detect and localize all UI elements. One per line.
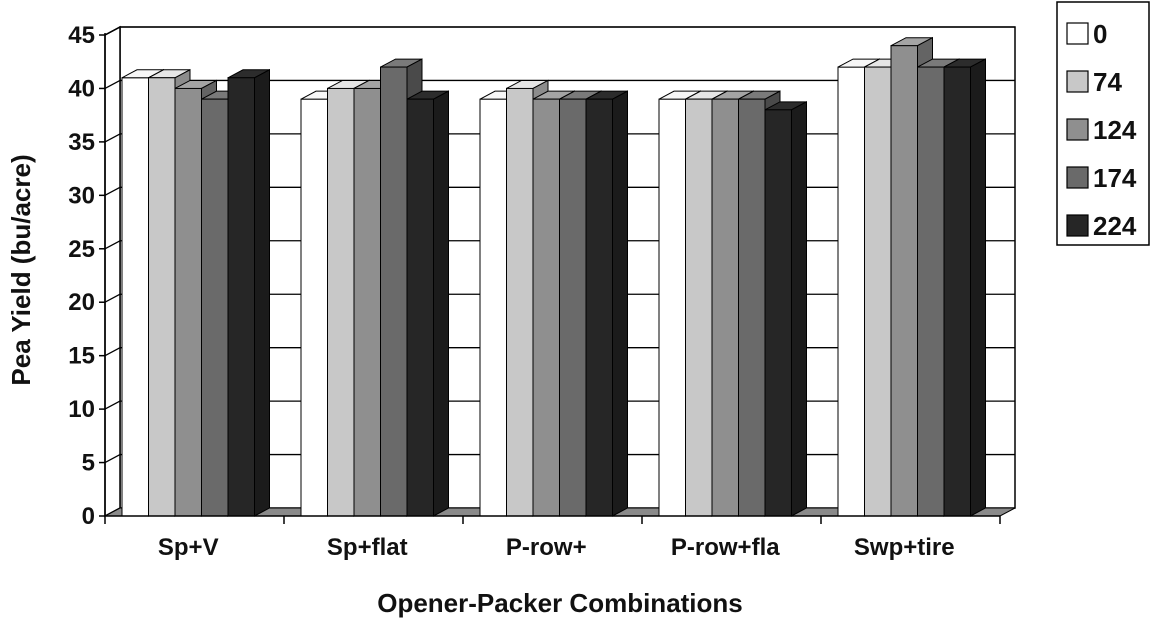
bar bbox=[658, 98, 686, 517]
y-tick-label: 45 bbox=[68, 22, 95, 49]
legend-swatch bbox=[1066, 22, 1089, 45]
x-tick-label: Sp+flat bbox=[327, 534, 408, 561]
bar-front bbox=[406, 98, 434, 517]
bar-front bbox=[738, 98, 766, 517]
bars bbox=[121, 36, 986, 517]
x-tick-labels: Sp+V Sp+flat P-row+ P-row+fla Swp+tire bbox=[158, 534, 955, 561]
bar-front bbox=[380, 66, 408, 517]
bar bbox=[121, 77, 149, 517]
bar-front bbox=[685, 98, 713, 517]
y-tick-label: 40 bbox=[68, 75, 95, 102]
bar-front bbox=[711, 98, 739, 517]
x-tick-label: P-row+fla bbox=[671, 534, 780, 561]
gridline-side bbox=[104, 347, 121, 357]
x-tick-label: P-row+ bbox=[506, 534, 587, 561]
legend-label: 124 bbox=[1093, 115, 1137, 145]
bar bbox=[479, 98, 507, 517]
bar-front bbox=[532, 98, 560, 517]
bar-side bbox=[254, 68, 270, 517]
legend-label: 74 bbox=[1093, 67, 1122, 97]
bar-front bbox=[864, 66, 892, 517]
bar-front bbox=[227, 77, 255, 517]
gridline-side bbox=[104, 293, 121, 303]
bar-front bbox=[148, 77, 176, 517]
bar-front bbox=[506, 87, 534, 517]
y-tick-label: 5 bbox=[82, 450, 95, 477]
bar-side bbox=[433, 90, 449, 517]
legend: 0 74 124 174 224 bbox=[1056, 1, 1150, 246]
gridline-side bbox=[104, 26, 121, 36]
y-tick-label: 20 bbox=[68, 289, 95, 316]
y-axis-title: Pea Yield (bu/acre) bbox=[6, 154, 36, 385]
y-tick-label: 25 bbox=[68, 236, 95, 263]
y-tick-label: 30 bbox=[68, 182, 95, 209]
legend-swatch bbox=[1066, 70, 1089, 93]
y-tick-label: 0 bbox=[82, 503, 95, 530]
bar bbox=[837, 66, 865, 517]
gridline-side bbox=[104, 133, 121, 143]
bar-front bbox=[353, 87, 381, 517]
x-axis-title: Opener-Packer Combinations bbox=[377, 588, 743, 618]
bar-front bbox=[201, 98, 229, 517]
legend-label: 0 bbox=[1093, 19, 1107, 49]
bar-front bbox=[327, 87, 355, 517]
bar-front bbox=[764, 109, 792, 517]
bar-front bbox=[917, 66, 945, 517]
gridline-side bbox=[104, 240, 121, 250]
x-tick-label: Sp+V bbox=[158, 534, 219, 561]
bar-front bbox=[943, 66, 971, 517]
bar-front bbox=[585, 98, 613, 517]
y-tick-label: 10 bbox=[68, 396, 95, 423]
bar-side bbox=[612, 90, 628, 517]
legend-swatch bbox=[1066, 118, 1089, 141]
bar-side bbox=[970, 58, 986, 517]
gridline-side bbox=[104, 400, 121, 410]
legend-swatch bbox=[1066, 214, 1089, 237]
y-tick-labels: 0 5 10 15 20 25 30 35 40 45 bbox=[68, 22, 95, 530]
bar-front bbox=[174, 87, 202, 517]
x-tick-label: Swp+tire bbox=[854, 534, 955, 561]
bar bbox=[300, 98, 328, 517]
bar-front bbox=[890, 45, 918, 517]
bar-side bbox=[791, 100, 807, 517]
legend-label: 224 bbox=[1093, 211, 1137, 241]
legend-label: 174 bbox=[1093, 163, 1137, 193]
axes bbox=[99, 33, 1001, 524]
side-wall bbox=[104, 25, 121, 518]
y-tick-label: 15 bbox=[68, 343, 95, 370]
y-tick-label: 35 bbox=[68, 129, 95, 156]
gridline-side bbox=[104, 79, 121, 90]
bar-front bbox=[559, 98, 587, 517]
gridline-side bbox=[104, 453, 121, 464]
gridline-side bbox=[104, 186, 121, 196]
legend-swatch bbox=[1066, 166, 1089, 189]
